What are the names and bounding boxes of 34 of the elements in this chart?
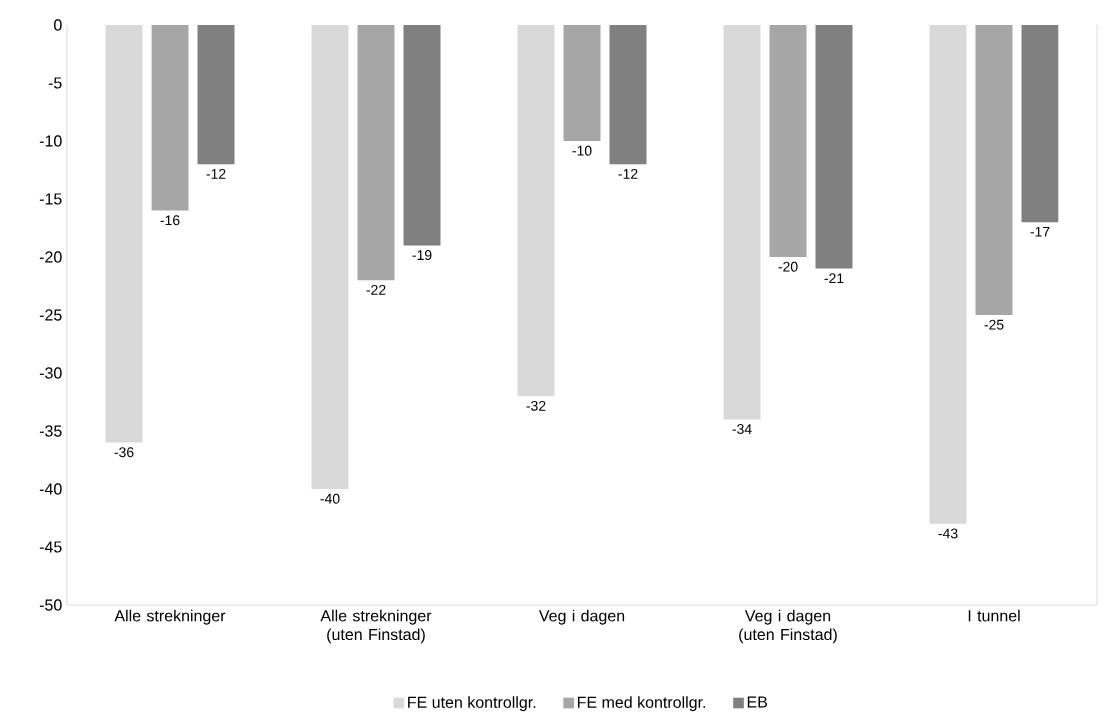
y-tick-label: -15 — [39, 193, 62, 205]
y-tick-label: -10 — [39, 135, 62, 147]
y-tick-label: -25 — [39, 309, 62, 321]
data-label: -12 — [618, 168, 638, 179]
data-label: -43 — [938, 528, 958, 539]
data-label: -36 — [114, 447, 134, 458]
y-tick-label: -40 — [39, 483, 62, 495]
data-label: -19 — [412, 250, 432, 261]
y-tick-label: -30 — [39, 367, 62, 379]
data-label: -21 — [824, 273, 844, 284]
legend-label: FE med kontrollgr. — [577, 696, 706, 712]
x-tick-label: Veg i dagen (uten Finstad) — [739, 609, 837, 644]
data-label: -17 — [1030, 226, 1050, 237]
legend-label: FE uten kontrollgr. — [408, 696, 536, 712]
data-label: -25 — [984, 319, 1004, 330]
data-label: -34 — [732, 424, 752, 435]
data-label: -40 — [320, 493, 340, 504]
y-tick-label: -20 — [39, 251, 62, 263]
x-tick-label: Veg i dagen — [538, 609, 625, 625]
x-tick-label: Alle strekninger — [114, 609, 226, 625]
data-label: -12 — [206, 168, 226, 179]
data-label: -16 — [160, 215, 180, 226]
data-label: -22 — [366, 284, 386, 295]
x-tick-label: I tunnel — [968, 609, 1020, 622]
y-tick-label: -5 — [48, 77, 62, 89]
data-label: -20 — [778, 261, 798, 272]
x-tick-label: Alle strekninger (uten Finstad) — [320, 609, 432, 644]
y-tick-label: -45 — [39, 541, 62, 553]
y-tick-label: 0 — [54, 19, 62, 31]
data-label: -32 — [526, 400, 546, 411]
y-tick-label: -50 — [39, 599, 62, 611]
data-label: -10 — [572, 145, 592, 156]
legend-label: EB — [747, 696, 767, 708]
y-tick-label: -35 — [39, 425, 62, 437]
